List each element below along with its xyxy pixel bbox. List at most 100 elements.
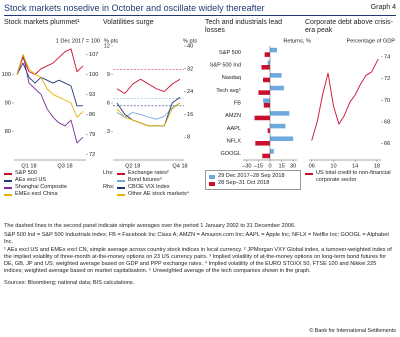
y2-tick-label: 86 — [89, 112, 95, 118]
legend-group: Rhs: — [103, 184, 115, 190]
y-tick-label: 66 — [384, 141, 390, 147]
y2-tick-label: 107 — [89, 52, 98, 58]
y2-tick-label: 79 — [89, 132, 95, 138]
bar — [270, 85, 284, 91]
series-line — [116, 102, 181, 127]
y-tick-label: 68 — [384, 119, 390, 125]
copyright: © Bank for International Settlements — [309, 328, 396, 334]
legend-swatch — [117, 179, 125, 182]
bar — [254, 115, 270, 121]
legend-label: CBOE VIX Index — [128, 184, 170, 190]
y2-tick-label: 16 — [187, 112, 193, 118]
category-label: GOOGL — [220, 151, 241, 157]
y2-tick-label: 100 — [89, 72, 98, 78]
bar — [267, 60, 270, 65]
category-label: AAPL — [227, 126, 241, 132]
legend-label: AEs excl US — [15, 177, 47, 183]
y-tick-label: 100 — [2, 72, 11, 78]
axis-unit: Returns, % — [283, 38, 311, 44]
x-tick-label: –30 — [242, 163, 251, 169]
legend: Lhs: Exchange rates² Bond futures³ Rhs: CBOE… — [103, 170, 197, 198]
bar — [267, 128, 270, 133]
bar — [270, 123, 286, 129]
category-label: Tech avg⁵ — [216, 87, 241, 94]
bar — [264, 52, 270, 57]
bar — [270, 47, 277, 53]
x-tick-label: 06 — [309, 163, 315, 169]
legend: US total credit to non-financial corpora… — [305, 170, 399, 184]
legend-item: Other AE stock markets⁴ — [103, 191, 197, 198]
y2-tick-label: 32 — [187, 66, 193, 72]
x-tick-label: –15 — [254, 163, 263, 169]
legend-swatch — [4, 186, 12, 189]
legend-item: US total credit to non-financial corpora… — [305, 170, 399, 184]
note: S&P 500 Ind = S&P 500 Industrials index;… — [4, 231, 389, 245]
legend-item: Bond futures³ — [103, 177, 197, 184]
series-line — [311, 58, 379, 141]
category-label: FB — [234, 100, 241, 106]
y-tick-label: 70 — [384, 98, 390, 104]
legend-label: Other AE stock markets⁴ — [128, 191, 190, 197]
bar — [263, 98, 270, 103]
series-line — [16, 54, 84, 144]
x-tick-label: Q3 18 — [57, 163, 72, 169]
legend-swatch — [117, 172, 125, 175]
legend-swatch — [209, 181, 215, 186]
legend-label: Shanghai Composite — [15, 184, 67, 190]
legend-swatch — [4, 179, 12, 182]
footnote: ² JPMorgan VXY Global index, a turnover-… — [4, 247, 392, 261]
legend-swatch — [117, 193, 125, 196]
category-label: AMZN — [225, 113, 241, 119]
y-tick-label: 74 — [384, 54, 390, 60]
legend-item: Rhs: CBOE VIX Index — [103, 184, 197, 191]
y-tick-label: 80 — [5, 129, 11, 135]
bar — [263, 77, 270, 83]
x-tick-label: Q4 18 — [172, 163, 187, 169]
note: The dashed lines in the second panel ind… — [4, 223, 296, 229]
bar — [270, 111, 290, 116]
legend-label: S&P 500 — [15, 170, 37, 176]
y-tick-label: 9 — [107, 72, 110, 78]
panel-title: Volatilities surge — [103, 19, 154, 26]
legend-item: EMEs excl China — [4, 191, 98, 198]
legend-swatch — [117, 186, 125, 189]
legend-item: S&P 500 — [4, 170, 98, 177]
y2-tick-label: 72 — [89, 152, 95, 158]
y2-tick-label: 24 — [187, 89, 193, 95]
legend-item: Lhs: Exchange rates² — [103, 170, 197, 177]
footnote: ³ Implied volatility of at-the-money opt… — [4, 254, 387, 267]
legend-label: 28 Sep–31 Oct 2018 — [218, 180, 270, 186]
axis-unit: % pts — [104, 38, 118, 44]
x-tick-label: Q1 18 — [21, 163, 36, 169]
legend-group: Lhs: — [103, 170, 114, 176]
legend: 29 Dec 2017–28 Sep 2018 28 Sep–31 Oct 201… — [205, 170, 301, 190]
x-tick-label: 14 — [352, 163, 358, 169]
legend-item: AEs excl US — [4, 177, 98, 184]
y2-tick-label: 8 — [187, 135, 190, 141]
bar — [261, 65, 270, 70]
x-tick-label: 0 — [268, 163, 271, 169]
sources: Sources: Bloomberg; national data; BIS c… — [4, 279, 135, 286]
x-tick-label: 30 — [290, 163, 296, 169]
series-line — [16, 62, 83, 107]
category-label: NFLX — [227, 138, 242, 144]
category-label: Nasdaq — [222, 75, 241, 81]
title-rule — [4, 15, 396, 16]
notes: The dashed lines in the second panel ind… — [4, 223, 396, 288]
bar — [255, 141, 270, 146]
y2-tick-label: 40 — [187, 43, 193, 49]
category-label: S&P 500 Ind — [210, 62, 241, 68]
y-tick-label: 12 — [104, 43, 110, 49]
bar — [258, 90, 270, 95]
legend: S&P 500 AEs excl US Shanghai Composite EMEs… — [4, 170, 98, 198]
legend-label: EMEs excl China — [15, 191, 58, 197]
series-line — [116, 78, 181, 94]
x-tick-label: 18 — [374, 163, 380, 169]
footnote: ⁵ Unweighted average of the tech compani… — [148, 267, 311, 274]
panel-title: Corporate debt above crisis-era peak — [305, 19, 393, 34]
legend-swatch — [4, 193, 12, 196]
axis-unit: % pts — [183, 38, 197, 44]
footnote: ¹ AEs excl US and EMEs excl CN, simple a… — [4, 247, 243, 254]
